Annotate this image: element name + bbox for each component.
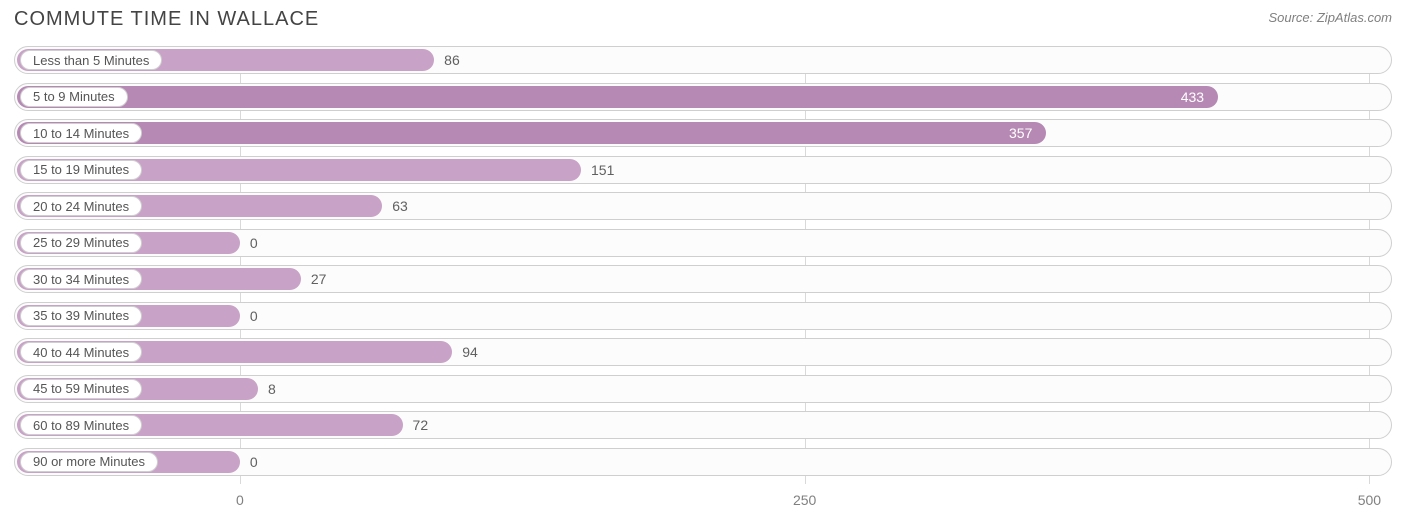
value-label: 0 [240, 229, 258, 257]
category-pill: 35 to 39 Minutes [20, 306, 142, 326]
source-attribution: Source: ZipAtlas.com [1268, 10, 1392, 25]
chart-title: COMMUTE TIME IN WALLACE [14, 8, 319, 31]
category-pill: 15 to 19 Minutes [20, 160, 142, 180]
chart-plot-area: Less than 5 Minutes 86 5 to 9 Minutes433 10… [14, 46, 1392, 484]
bar-row: 30 to 34 Minutes 27 [14, 265, 1392, 293]
x-tick-label: 250 [793, 492, 816, 508]
value-label: 433 [17, 83, 1218, 111]
bar-row: 5 to 9 Minutes433 [14, 83, 1392, 111]
bar-row: 40 to 44 Minutes 94 [14, 338, 1392, 366]
value-label: 357 [17, 119, 1046, 147]
value-label: 0 [240, 302, 258, 330]
value-label: 86 [434, 46, 460, 74]
bar-row: 90 or more Minutes 0 [14, 448, 1392, 476]
category-pill: 30 to 34 Minutes [20, 269, 142, 289]
value-label: 0 [240, 448, 258, 476]
bar-row: 20 to 24 Minutes 63 [14, 192, 1392, 220]
bar-row: 45 to 59 Minutes 8 [14, 375, 1392, 403]
bar-row: 35 to 39 Minutes 0 [14, 302, 1392, 330]
category-pill: 20 to 24 Minutes [20, 196, 142, 216]
value-label: 72 [403, 411, 429, 439]
category-pill: Less than 5 Minutes [20, 50, 162, 70]
value-label: 63 [382, 192, 408, 220]
bar-row: 10 to 14 Minutes357 [14, 119, 1392, 147]
bar-row: Less than 5 Minutes 86 [14, 46, 1392, 74]
category-pill: 25 to 29 Minutes [20, 233, 142, 253]
category-pill: 60 to 89 Minutes [20, 415, 142, 435]
x-tick-label: 500 [1358, 492, 1381, 508]
bar-row: 25 to 29 Minutes 0 [14, 229, 1392, 257]
value-label: 94 [452, 338, 478, 366]
bar-row: 60 to 89 Minutes 72 [14, 411, 1392, 439]
category-pill: 45 to 59 Minutes [20, 379, 142, 399]
value-label: 151 [581, 156, 614, 184]
value-label: 8 [258, 375, 276, 403]
bar-row: 15 to 19 Minutes 151 [14, 156, 1392, 184]
x-tick-label: 0 [236, 492, 244, 508]
x-axis: 0 250 500 [14, 492, 1392, 512]
value-label: 27 [301, 265, 327, 293]
category-pill: 40 to 44 Minutes [20, 342, 142, 362]
category-pill: 90 or more Minutes [20, 452, 158, 472]
